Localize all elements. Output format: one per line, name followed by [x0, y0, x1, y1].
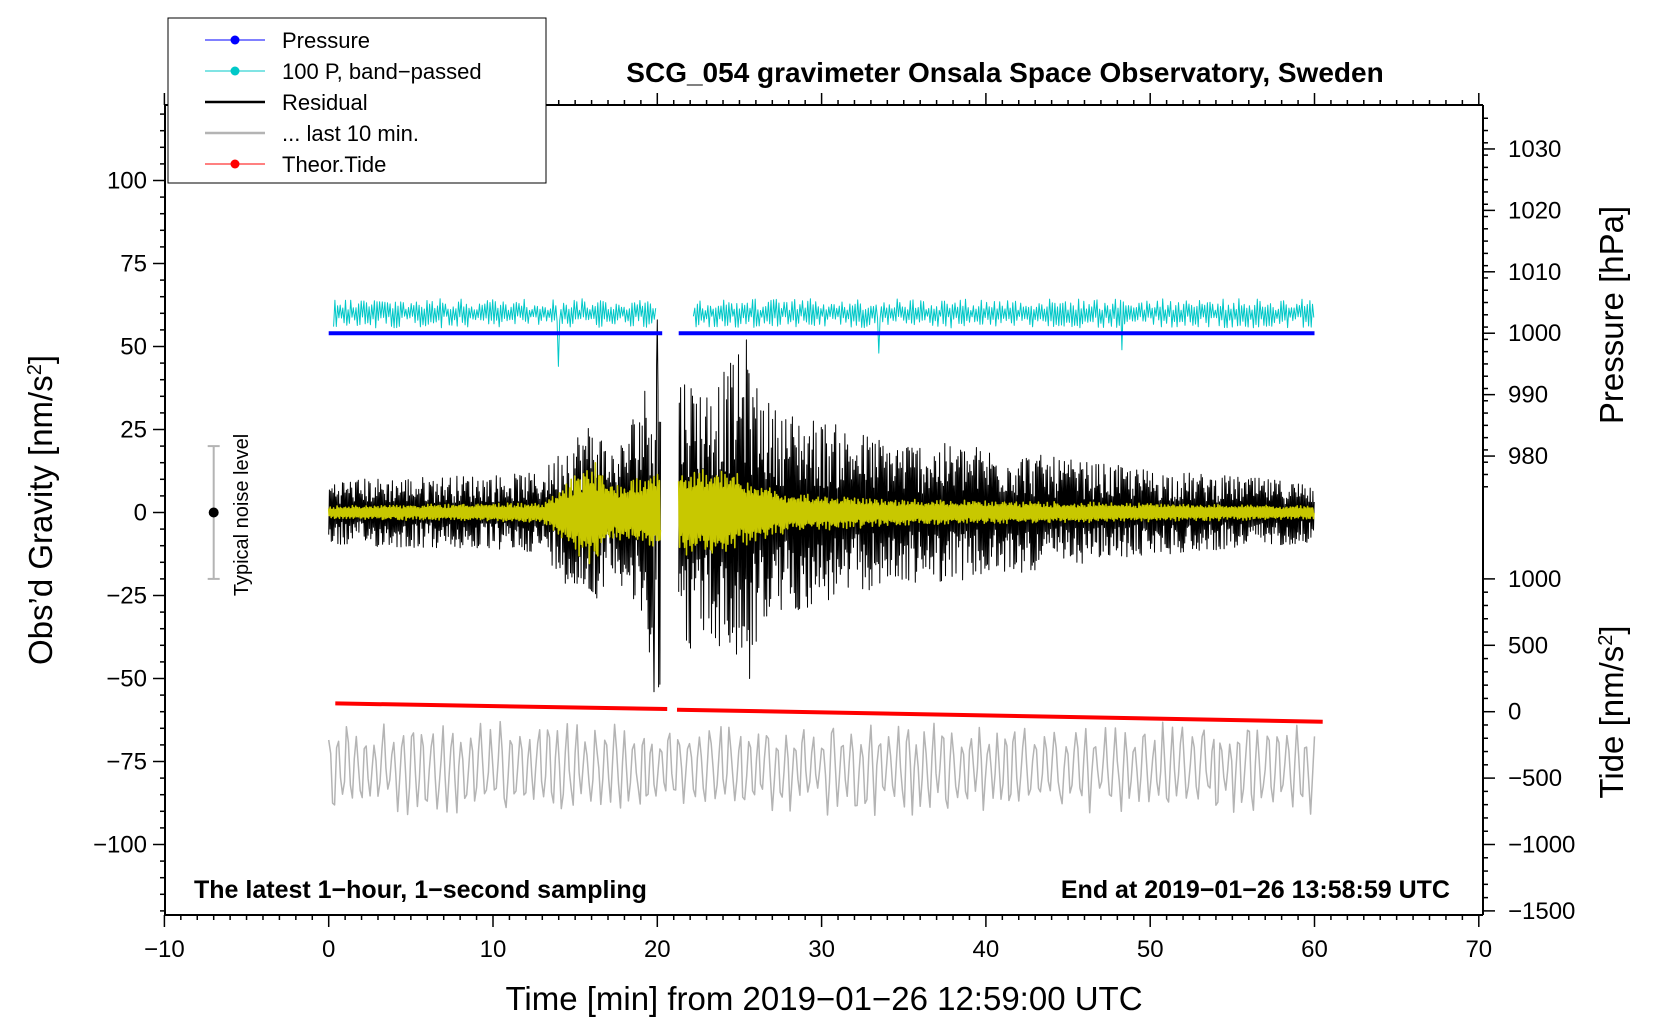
- series-tide-b: [676, 707, 1323, 724]
- y-axis-title-tide-end: ]: [1593, 625, 1630, 634]
- pressure-tick-label: 980: [1508, 443, 1548, 470]
- x-tick-label: 10: [480, 936, 507, 963]
- x-axis-title: Time [min] from 2019−01−26 12:59:00 UTC: [505, 980, 1142, 1017]
- y-tick-label: −25: [106, 583, 147, 610]
- legend-marker: [230, 35, 240, 45]
- series-filtered-b: [677, 468, 1315, 556]
- legend: Pressure 100 P, band−passed Residual ... la…: [167, 17, 547, 184]
- x-tick-label: 40: [973, 936, 1000, 963]
- y-axis-title-tide-sup: 2: [1595, 635, 1617, 646]
- legend-box: [167, 17, 547, 184]
- legend-label: Theor.Tide: [282, 152, 386, 177]
- noise-center-dot: [208, 507, 219, 518]
- tide-tick-label: 0: [1508, 699, 1521, 726]
- x-tick-label: 60: [1301, 936, 1328, 963]
- x-tick-label: 30: [808, 936, 835, 963]
- tide-tick-label: −1000: [1508, 832, 1575, 859]
- legend-entries: Pressure 100 P, band−passed Residual ... la…: [205, 28, 482, 177]
- tide-tick-label: 500: [1508, 632, 1548, 659]
- y-tick-label: 100: [107, 168, 147, 195]
- x-tick-label: 20: [644, 936, 671, 963]
- x-tick-label: 50: [1137, 936, 1164, 963]
- tide-tick-label: −500: [1508, 765, 1562, 792]
- y-tick-label: 75: [120, 251, 147, 278]
- y-axis-title-gravity-end: ]: [22, 355, 59, 364]
- y-tick-label: 25: [120, 417, 147, 444]
- y-axis-title-pressure: Pressure [hPa]: [1593, 206, 1630, 424]
- tick-group: −10 0 10 20 30 40 50 60 701007550250−25−50−75−10…: [93, 93, 1575, 963]
- noise-label: Typical noise level: [231, 434, 253, 596]
- y-tick-label: −75: [106, 749, 147, 776]
- tide-tick-label: 1000: [1508, 566, 1561, 593]
- legend-label: ... last 10 min.: [282, 121, 419, 146]
- chart-title: SCG_054 gravimeter Onsala Space Observat…: [626, 57, 1383, 88]
- y-tick-label: 0: [134, 500, 147, 527]
- tide-tick-label: −1500: [1508, 898, 1575, 925]
- series-pressure-bandpassed-a: [333, 298, 657, 367]
- y-axis-title-tide-main: Tide [nm/s: [1593, 646, 1630, 799]
- y-tick-label: −50: [106, 666, 147, 693]
- series-last-10-min: [327, 720, 1316, 817]
- legend-marker: [230, 159, 240, 169]
- series-pressure-bandpassed-b: [692, 298, 1315, 354]
- noise-level-bar: Typical noise level: [207, 434, 253, 596]
- y-axis-title-gravity-sup: 2: [24, 364, 46, 375]
- y-axis-title-gravity: Obs’d Gravity [nm/s2]: [22, 355, 59, 665]
- x-tick-label: 70: [1465, 936, 1492, 963]
- legend-label: Pressure: [282, 28, 370, 53]
- legend-label: 100 P, band−passed: [282, 59, 482, 84]
- series-filtered-a: [327, 461, 662, 565]
- series-layer: [327, 298, 1323, 817]
- legend-label: Residual: [282, 90, 368, 115]
- right-note: End at 2019−01−26 13:58:59 UTC: [1061, 876, 1450, 904]
- x-tick-label: 0: [322, 936, 335, 963]
- pressure-tick-label: 1010: [1508, 259, 1561, 286]
- series-tide-a: [335, 701, 668, 711]
- y-axis-title-tide: Tide [nm/s2]: [1593, 625, 1630, 798]
- left-note: The latest 1−hour, 1−second sampling: [194, 876, 647, 904]
- y-tick-label: −100: [93, 832, 147, 859]
- pressure-tick-label: 1000: [1508, 320, 1561, 347]
- y-axis-title-gravity-main: Obs’d Gravity [nm/s: [22, 375, 59, 665]
- y-tick-label: 50: [120, 334, 147, 361]
- pressure-tick-label: 1020: [1508, 197, 1561, 224]
- x-tick-label: −10: [144, 936, 185, 963]
- pressure-tick-label: 990: [1508, 382, 1548, 409]
- legend-marker: [230, 66, 240, 76]
- pressure-tick-label: 1030: [1508, 136, 1561, 163]
